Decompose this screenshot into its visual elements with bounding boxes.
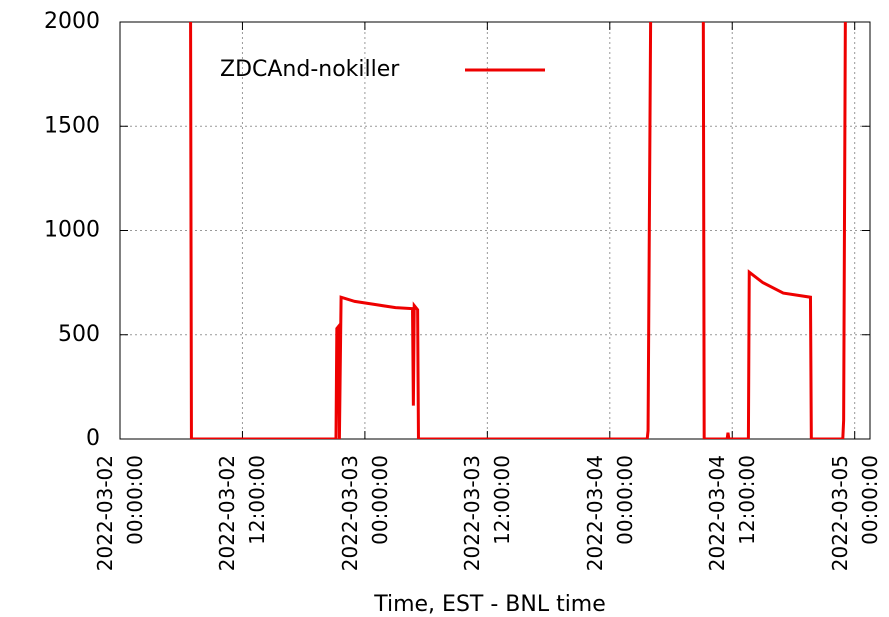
x-tick-label: 2022-03-05 00:00:00 (827, 455, 882, 572)
x-axis-label: Time, EST - BNL time (373, 592, 606, 617)
y-tick-label: 1500 (44, 113, 100, 138)
x-tick-label: 2022-03-02 00:00:00 (93, 455, 147, 572)
x-tick-label: 2022-03-04 00:00:00 (582, 455, 637, 572)
y-tick-label: 500 (58, 322, 100, 347)
y-tick-label: 0 (86, 426, 100, 451)
x-tick-label: 2022-03-03 00:00:00 (337, 455, 392, 572)
data-line (189, 22, 847, 439)
legend-label: ZDCAnd-nokiller (220, 57, 400, 82)
x-tick-label: 2022-03-03 12:00:00 (460, 455, 515, 572)
x-tick-label: 2022-03-04 12:00:00 (705, 455, 760, 572)
y-tick-label: 1000 (44, 218, 100, 243)
y-tick-label: 2000 (44, 9, 100, 34)
x-tick-label: 2022-03-02 12:00:00 (215, 455, 270, 572)
